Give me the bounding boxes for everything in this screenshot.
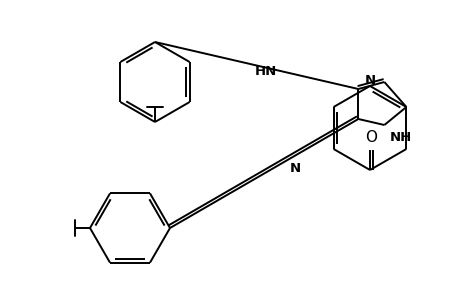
Text: O: O: [365, 130, 377, 145]
Text: NH: NH: [388, 131, 411, 144]
Text: N: N: [289, 162, 300, 176]
Text: N: N: [364, 74, 375, 86]
Text: HN: HN: [254, 64, 276, 78]
